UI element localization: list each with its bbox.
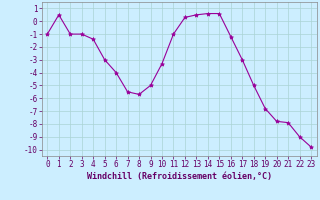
X-axis label: Windchill (Refroidissement éolien,°C): Windchill (Refroidissement éolien,°C) [87,172,272,181]
